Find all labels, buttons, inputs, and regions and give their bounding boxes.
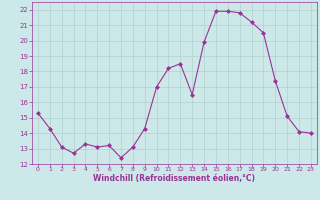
X-axis label: Windchill (Refroidissement éolien,°C): Windchill (Refroidissement éolien,°C) [93, 174, 255, 183]
